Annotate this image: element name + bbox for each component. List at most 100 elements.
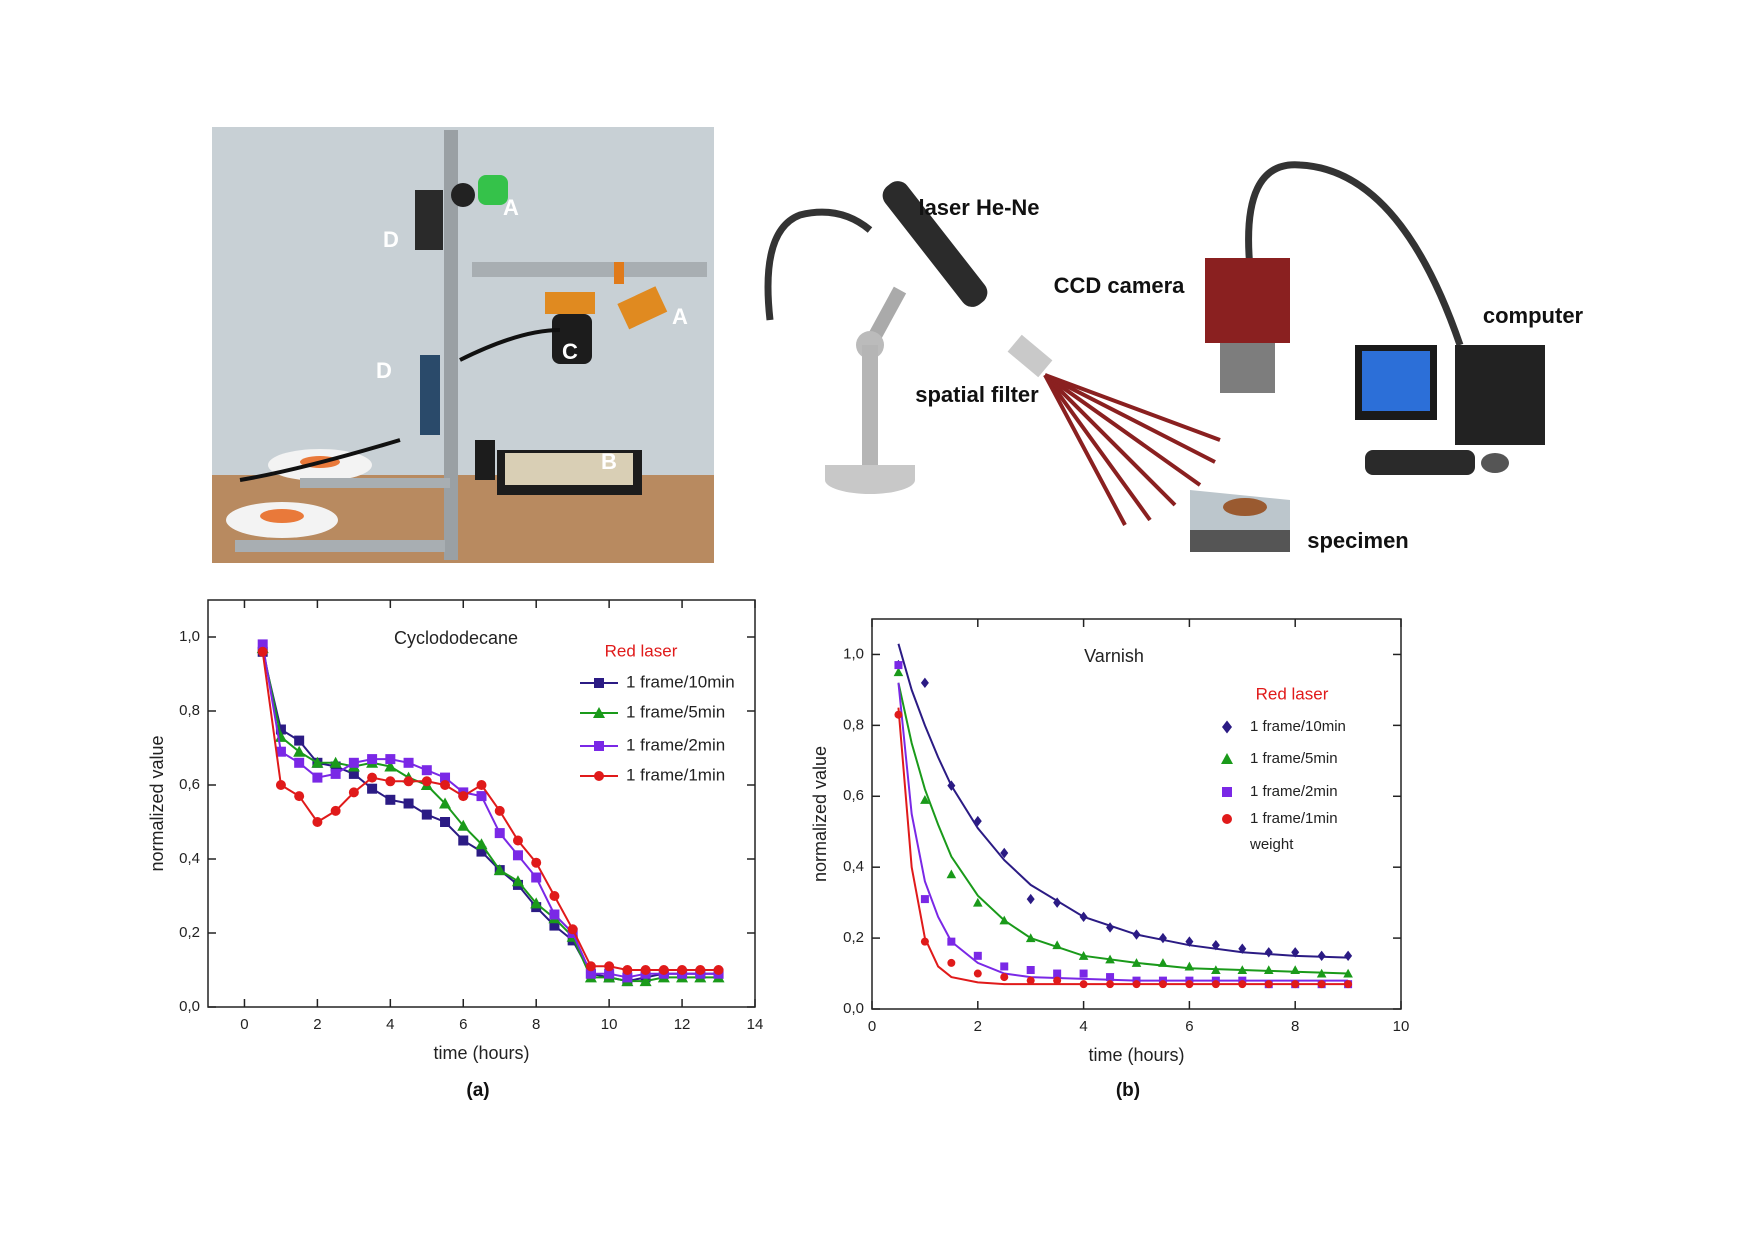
marker [1290,965,1300,974]
marker [920,677,929,689]
marker [1105,954,1115,964]
marker [549,920,560,931]
marker [640,965,651,975]
marker [384,760,397,772]
marker [1238,980,1247,989]
marker [494,805,505,816]
legend-marker [594,771,604,781]
marker [622,965,633,975]
marker [385,754,396,765]
marker [549,909,560,920]
marker [1185,936,1194,947]
marker [1343,968,1353,978]
y-tick-label: 0,2 [179,924,200,941]
marker [1344,950,1353,962]
plot-frame [871,618,1402,1010]
marker [567,924,578,935]
marker [1158,932,1167,944]
marker [1025,933,1036,943]
legend-marker [1222,814,1232,824]
x-tick-label: 2 [313,1016,321,1033]
marker [421,809,432,820]
legend-marker [594,741,604,751]
marker [348,787,359,798]
photo-label: B [601,449,617,474]
marker [1211,980,1220,989]
y-axis-label: normalized value [147,735,167,871]
marker [311,756,324,768]
legend-label: 1 frame/5min [1250,750,1338,767]
marker [1131,958,1142,967]
marker [639,975,652,987]
marker [457,819,470,831]
legend-marker [594,678,604,688]
legend-note: weight [1249,836,1294,853]
fit-line [897,682,1349,982]
marker [1106,980,1115,989]
caption: (b) [1116,1080,1140,1101]
marker [348,757,359,768]
marker [458,835,469,846]
legend-label: 1 frame/10min [1250,718,1346,735]
legend-label: 1 frame/2min [626,735,725,754]
legend-label: 1 frame/2min [1250,783,1338,800]
marker [1026,893,1035,905]
marker [440,780,451,790]
marker [1211,939,1220,951]
marker [1026,966,1035,974]
x-tick-label: 0 [240,1016,248,1033]
y-tick-label: 0,8 [179,702,200,719]
marker [1211,965,1221,974]
x-tick-label: 10 [601,1016,618,1033]
marker [312,817,323,827]
x-axis-label: time (hours) [1088,1045,1184,1065]
y-tick-label: 0,8 [843,716,864,733]
marker [920,895,929,904]
marker [476,846,487,857]
legend-marker [593,707,605,718]
y-tick-label: 0,4 [179,850,200,867]
setup-photo: A D A C D B [212,127,714,563]
y-tick-label: 0,6 [179,776,200,793]
marker [1238,943,1247,954]
marker [493,864,506,876]
marker [1158,958,1168,967]
marker [531,872,542,883]
marker [1317,950,1326,962]
marker [677,965,688,975]
marker [1106,922,1115,933]
marker [1184,961,1195,971]
marker [1053,969,1062,978]
marker [1264,980,1273,989]
marker [604,961,615,972]
setup-diagram: laser He-Ne CCD camera computer spatial … [764,161,1584,553]
marker [330,805,341,816]
marker [585,968,596,979]
marker [1263,965,1274,974]
marker [1079,911,1088,923]
marker [275,746,286,757]
legend-marker [1221,753,1233,764]
diagram-label: spatial filter [915,382,1039,407]
marker [1052,940,1062,950]
legend-label: 1 frame/5min [626,702,725,721]
marker [920,937,929,946]
plot-frame [207,599,756,1008]
marker [920,795,930,804]
marker [1317,980,1326,989]
x-tick-label: 14 [747,1016,764,1033]
marker [531,857,542,868]
marker [1106,973,1115,982]
chart-title: Varnish [1084,646,1144,666]
marker [999,915,1010,925]
x-tick-label: 8 [532,1016,540,1033]
marker [1132,980,1141,989]
marker [604,968,615,979]
marker [476,791,487,802]
marker [257,639,268,650]
x-tick-label: 6 [459,1016,467,1033]
marker [1053,976,1062,985]
y-axis-label: normalized value [810,746,830,882]
marker [385,776,396,787]
x-tick-label: 6 [1185,1018,1193,1035]
